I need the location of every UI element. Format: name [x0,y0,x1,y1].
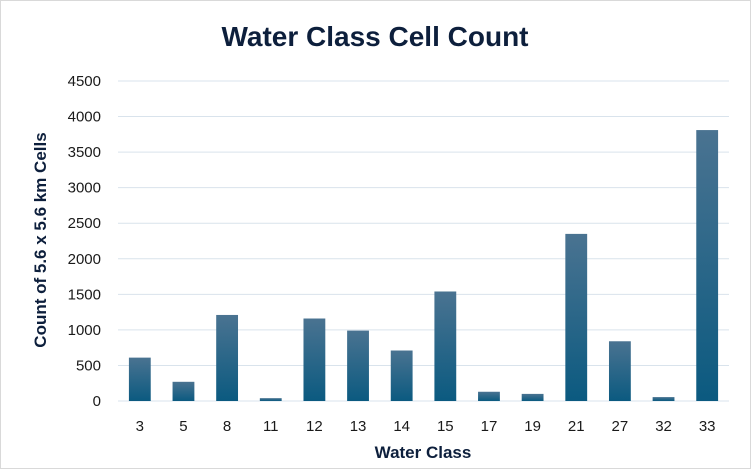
y-tick-label: 1500 [68,286,101,303]
x-tick-label: 11 [263,418,279,435]
y-tick-label: 500 [76,357,101,374]
x-tick-label: 5 [179,418,187,435]
y-tick-label: 2000 [68,251,101,268]
x-tick-label: 19 [524,418,541,435]
y-tick-label: 4000 [68,109,101,126]
bar-3 [128,357,151,401]
bar-5 [172,381,195,401]
chart-title: Water Class Cell Count [221,21,528,52]
bars [128,130,719,402]
y-tick-label: 4500 [68,73,101,90]
x-tick-label: 32 [655,418,672,435]
bar-17 [478,391,500,401]
x-tick-label: 14 [393,418,410,435]
gridlines [118,80,729,402]
x-tick-label: 27 [612,418,629,435]
bar-21 [565,233,588,401]
x-tick-label: 21 [568,418,585,435]
bar-13 [347,330,369,401]
x-tick-label: 3 [136,418,144,435]
x-tick-label: 8 [223,418,231,435]
y-tick-label: 1000 [68,322,101,339]
x-axis-label: Water Class [375,443,472,462]
bar-14 [390,350,413,401]
y-axis-ticks: 0 500 1000 1500 2000 2500 3000 3500 4000 4500 [68,73,101,410]
y-axis-label: Count of 5.6 x 5.6 km Cells [31,132,50,347]
x-tick-label: 12 [306,418,323,435]
bar-15 [434,291,457,401]
y-tick-label: 0 [93,393,101,410]
bar-11 [259,398,282,401]
y-tick-label: 2500 [68,215,101,232]
y-tick-label: 3500 [68,144,101,161]
x-tick-label: 33 [699,418,716,435]
bar-33 [696,130,719,402]
bar-27 [608,341,631,401]
bar-19 [521,393,544,401]
bar-32 [652,397,675,401]
x-tick-label: 17 [481,418,498,435]
x-axis-ticks: 3 5 8 11 12 13 14 15 17 19 21 27 32 33 [136,418,716,435]
x-tick-label: 13 [350,418,367,435]
y-tick-label: 3000 [68,180,101,197]
x-tick-label: 15 [437,418,454,435]
bar-8 [216,314,239,401]
bar-12 [303,318,326,401]
